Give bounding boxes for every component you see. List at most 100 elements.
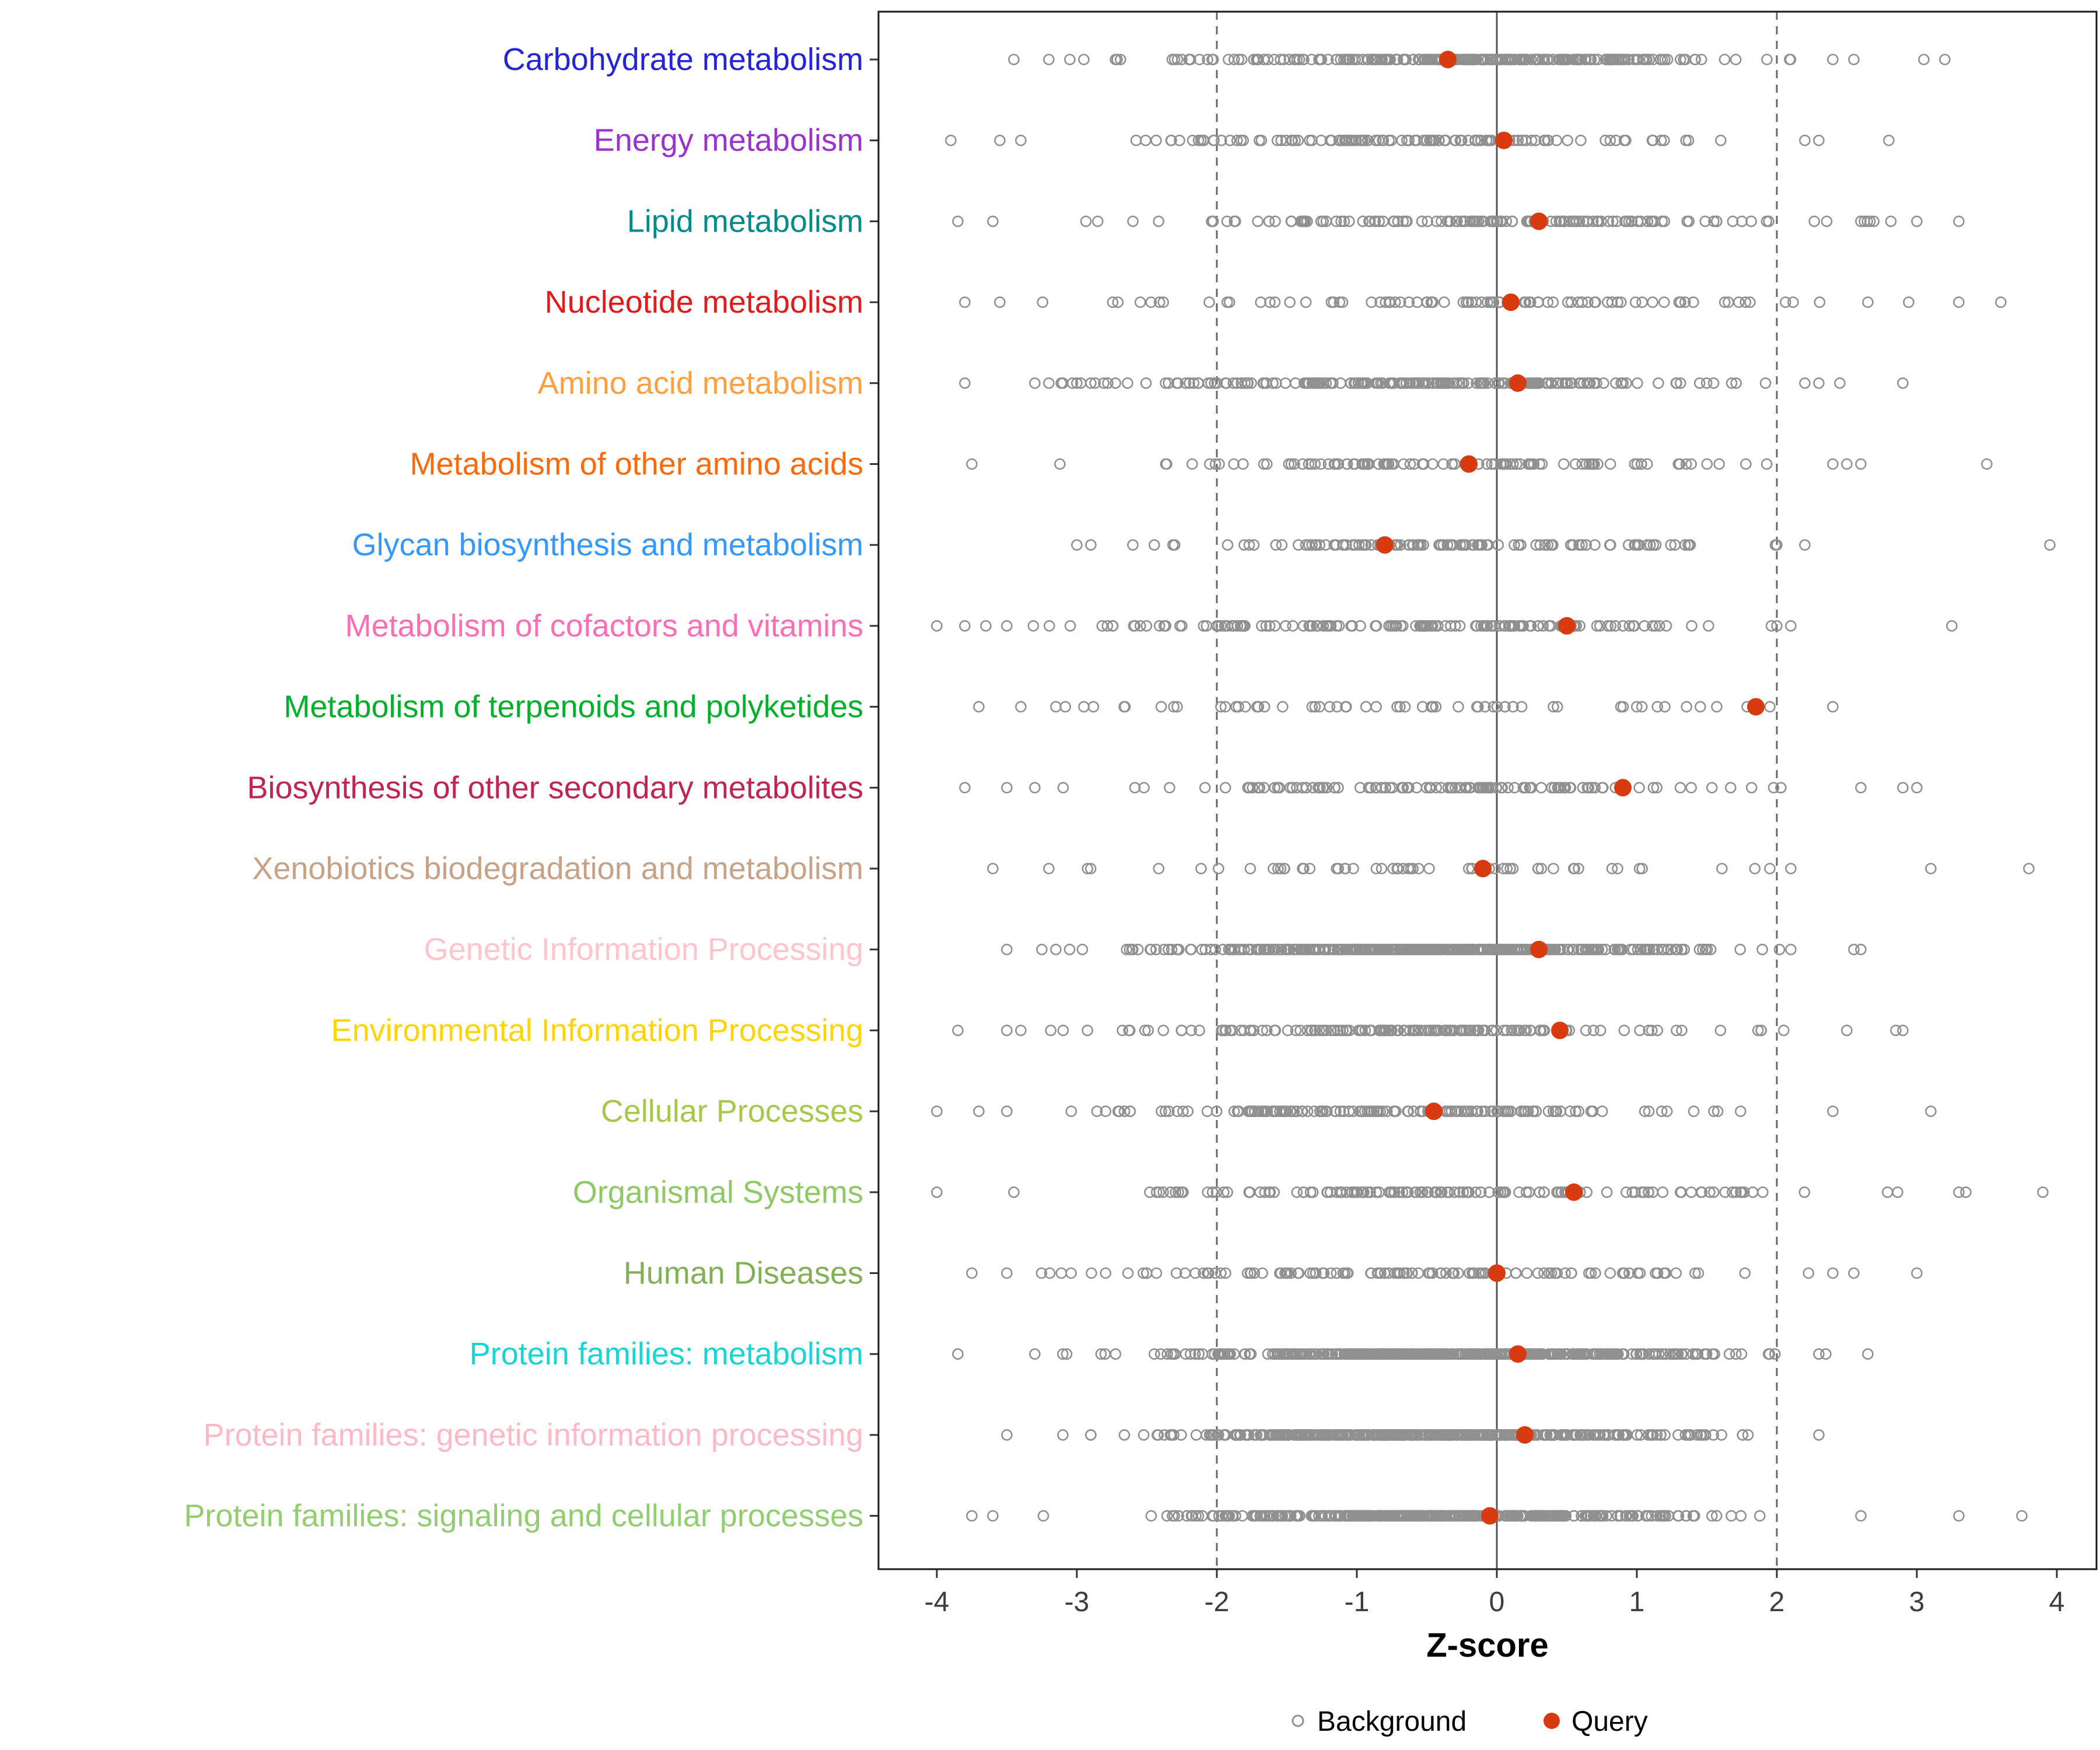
background-point — [1292, 1510, 1304, 1522]
background-point — [1185, 1510, 1198, 1522]
background-point — [1424, 1429, 1436, 1441]
background-point — [1317, 1348, 1329, 1360]
background-point — [1868, 215, 1880, 228]
background-point — [1600, 943, 1612, 956]
background-point — [1259, 1510, 1270, 1522]
background-point — [1610, 377, 1622, 389]
background-point — [1787, 296, 1799, 308]
background-point — [1140, 620, 1153, 632]
background-point — [1434, 1348, 1447, 1360]
background-point — [1167, 539, 1179, 551]
background-point — [1368, 1105, 1380, 1117]
background-point — [1438, 134, 1451, 146]
query-point — [1439, 51, 1457, 68]
background-point — [1353, 1348, 1366, 1360]
background-point — [1520, 1105, 1531, 1117]
background-point — [1065, 1267, 1077, 1279]
background-point — [1282, 1024, 1294, 1037]
background-point — [1981, 458, 1993, 470]
background-point — [1029, 377, 1041, 389]
background-point — [1256, 1510, 1268, 1522]
background-point — [1314, 782, 1326, 794]
background-point — [1391, 1510, 1404, 1522]
background-point — [1490, 215, 1503, 228]
background-point — [1765, 620, 1777, 632]
background-point — [1939, 54, 1951, 65]
background-point — [1665, 539, 1676, 551]
background-point — [1437, 458, 1450, 470]
background-point — [1565, 539, 1577, 551]
background-point — [1520, 134, 1532, 146]
background-point — [1380, 1510, 1391, 1522]
background-point — [1338, 215, 1350, 228]
background-point — [1848, 943, 1860, 956]
background-point — [1403, 134, 1415, 146]
plot-panel-border — [877, 10, 2098, 1570]
background-point — [1166, 1429, 1178, 1441]
background-point — [1264, 296, 1276, 308]
background-point — [1418, 1429, 1430, 1441]
background-point — [1414, 54, 1426, 65]
background-point — [1200, 1429, 1212, 1441]
background-point — [1043, 863, 1055, 874]
background-point — [1897, 782, 1909, 794]
background-point — [1398, 1267, 1410, 1279]
background-point — [1231, 377, 1243, 389]
background-point — [1573, 1105, 1584, 1117]
background-point — [1481, 539, 1493, 551]
background-point — [1243, 539, 1255, 551]
background-point — [1653, 1348, 1665, 1360]
background-point — [1086, 1267, 1097, 1279]
background-point — [1355, 943, 1367, 956]
background-point — [1216, 134, 1227, 146]
background-point — [1335, 1348, 1346, 1360]
background-point — [1416, 458, 1429, 470]
background-point — [1158, 620, 1170, 632]
background-point — [1471, 620, 1483, 632]
background-point — [1546, 377, 1558, 389]
background-point — [1735, 1510, 1747, 1522]
background-point — [1370, 134, 1382, 146]
background-point — [1185, 1024, 1198, 1037]
background-point — [1325, 377, 1336, 389]
query-point — [1502, 293, 1520, 312]
background-point — [1383, 1024, 1395, 1037]
background-point — [1604, 458, 1616, 470]
background-point — [1446, 1348, 1458, 1360]
background-point — [1545, 1348, 1557, 1360]
background-point — [1497, 458, 1510, 470]
background-point — [1639, 1105, 1651, 1117]
background-point — [931, 620, 943, 632]
background-point — [1763, 1348, 1776, 1360]
background-point — [1225, 943, 1237, 956]
background-point — [1168, 701, 1180, 713]
background-point — [987, 863, 999, 874]
category-label: Amino acid metabolism — [538, 366, 863, 401]
background-point — [1198, 1267, 1209, 1279]
background-point — [1620, 1510, 1632, 1522]
background-point — [1203, 1267, 1214, 1279]
background-point — [1317, 620, 1329, 632]
background-point — [1274, 1267, 1286, 1279]
background-point — [1383, 1267, 1395, 1279]
background-point — [1258, 782, 1270, 794]
background-point — [1102, 377, 1114, 389]
background-point — [1654, 620, 1665, 632]
background-point — [1389, 620, 1401, 632]
background-point — [1658, 134, 1670, 146]
background-point — [1669, 1348, 1681, 1360]
background-point — [1100, 1105, 1112, 1117]
background-point — [1458, 1429, 1470, 1441]
background-point — [1855, 943, 1867, 956]
background-point — [1245, 1348, 1257, 1360]
background-point — [1508, 943, 1520, 956]
background-point — [1015, 134, 1027, 146]
background-point — [1821, 215, 1833, 228]
background-point — [1288, 1105, 1300, 1117]
background-point — [1658, 943, 1670, 956]
background-point — [1436, 1186, 1448, 1198]
background-point — [1647, 620, 1658, 632]
background-point — [1363, 1429, 1374, 1441]
background-point — [1573, 377, 1586, 389]
background-point — [1911, 782, 1923, 794]
